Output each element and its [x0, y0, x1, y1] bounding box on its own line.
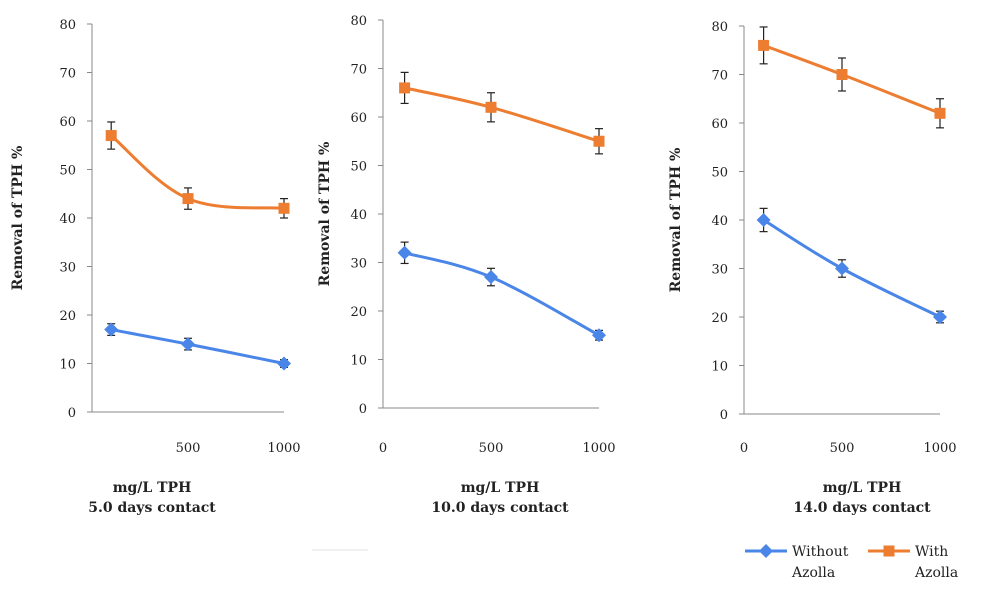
legend-marker — [759, 544, 773, 558]
x-tick-label: 1000 — [267, 441, 300, 456]
y-tick-label: 20 — [350, 305, 367, 320]
y-tick-label: 10 — [59, 358, 76, 373]
y-tick-label: 0 — [68, 406, 76, 421]
y-axis-label: Removal of TPH % — [668, 148, 684, 293]
y-tick-label: 30 — [59, 261, 76, 276]
x-tick-label: 500 — [176, 441, 201, 456]
y-tick-label: 40 — [711, 214, 728, 229]
panel-caption: 14.0 days contact — [793, 500, 931, 516]
y-tick-label: 70 — [711, 69, 728, 84]
y-tick-label: 10 — [350, 354, 367, 369]
y-tick-label: 80 — [59, 18, 76, 33]
x-tick-label: 1000 — [923, 441, 956, 456]
legend-item-without-azolla: Without Azolla — [745, 544, 849, 581]
legend-marker — [883, 545, 895, 557]
y-tick-label: 10 — [711, 360, 728, 375]
data-point — [278, 202, 290, 214]
x-tick-label: 500 — [479, 441, 504, 456]
x-axis-label: mg/L TPH — [823, 480, 902, 496]
y-tick-label: 60 — [711, 117, 728, 132]
y-tick-label: 30 — [711, 263, 728, 278]
chart-panel-3: 0 10 20 30 40 50 60 70 80 0 500 1000 Removal of TPH … — [668, 20, 957, 516]
series-line — [762, 218, 941, 319]
series-with-azolla — [105, 121, 290, 219]
data-point — [592, 328, 606, 343]
series-line — [110, 328, 285, 365]
y-tick-label: 50 — [59, 164, 76, 179]
legend-label: Azolla — [914, 565, 958, 581]
data-point — [758, 39, 770, 51]
series-line — [110, 134, 285, 210]
y-tick-label: 50 — [711, 166, 728, 181]
series-with-azolla — [758, 26, 946, 129]
data-point — [934, 107, 946, 119]
panel-caption: 5.0 days contact — [88, 500, 216, 516]
y-tick-label: 70 — [59, 67, 76, 82]
y-tick-label: 40 — [59, 212, 76, 227]
x-tick-label: 0 — [379, 441, 387, 456]
series-line — [763, 43, 941, 115]
y-tick-label: 40 — [350, 208, 367, 223]
data-point — [397, 245, 412, 260]
y-tick-label: 60 — [350, 111, 367, 126]
y-axis-label: Removal of TPH % — [10, 146, 26, 291]
y-tick-label: 50 — [350, 160, 367, 175]
series-without-azolla — [104, 322, 291, 371]
y-tick-label: 20 — [59, 309, 76, 324]
x-tick-label: 0 — [740, 441, 748, 456]
data-point — [277, 356, 291, 371]
y-tick-label: 70 — [350, 63, 367, 78]
data-point — [836, 69, 848, 80]
data-point — [933, 310, 947, 324]
series-line — [404, 251, 600, 337]
y-axis-label: Removal of TPH % — [317, 142, 333, 287]
data-point — [593, 135, 605, 147]
x-axis-label: mg/L TPH — [461, 480, 540, 496]
data-point — [181, 337, 195, 352]
chart-panel-2: 0 10 20 30 40 50 60 70 80 0 500 1000 Removal of TPH … — [317, 14, 616, 516]
y-tick-label: 80 — [350, 14, 367, 29]
y-tick-label: 60 — [59, 115, 76, 130]
legend-label: Without — [792, 544, 849, 560]
data-point — [182, 193, 194, 205]
legend-label: Azolla — [791, 565, 835, 581]
data-point — [835, 261, 849, 276]
data-point — [399, 82, 411, 94]
x-tick-label: 500 — [830, 441, 855, 456]
x-axis-label: mg/L TPH — [113, 480, 192, 496]
chart-panel-1: 0 10 20 30 40 50 60 70 80 500 1000 Removal of TPH %… — [10, 18, 301, 516]
y-tick-label: 80 — [711, 20, 728, 35]
y-tick-label: 0 — [720, 408, 728, 423]
series-without-azolla — [397, 241, 606, 343]
legend-item-with-azolla: With Azolla — [868, 544, 958, 581]
data-point — [484, 270, 498, 285]
series-with-azolla — [399, 71, 605, 155]
series-line — [404, 86, 600, 143]
panel-caption: 10.0 days contact — [431, 500, 569, 516]
y-tick-label: 30 — [350, 257, 367, 272]
y-tick-label: 0 — [359, 402, 367, 417]
series-without-azolla — [756, 207, 947, 324]
data-point — [485, 101, 497, 113]
y-tick-label: 20 — [711, 311, 728, 326]
legend: Without Azolla With Azolla — [745, 544, 958, 581]
data-point — [105, 130, 117, 142]
data-point — [756, 213, 771, 227]
data-point — [104, 322, 119, 337]
x-tick-label: 1000 — [582, 441, 615, 456]
legend-label: With — [915, 544, 948, 560]
